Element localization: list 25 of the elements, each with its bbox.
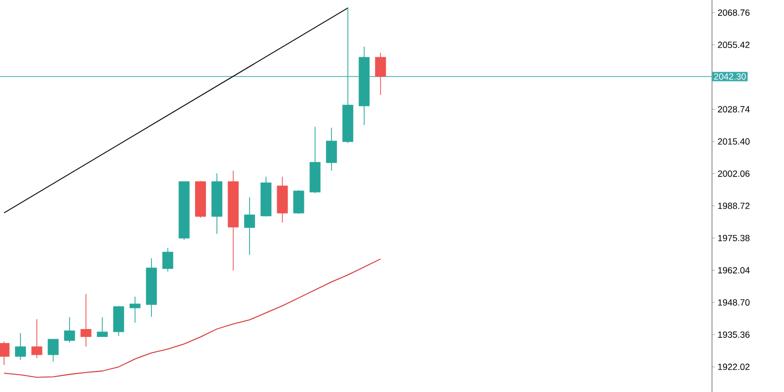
candlestick — [96, 316, 108, 338]
candlestick — [293, 190, 304, 214]
candlestick — [15, 332, 26, 360]
y-tick-label: 2055.42 — [718, 42, 750, 48]
candlestick — [80, 294, 92, 348]
candlestick — [244, 196, 256, 256]
candlestick — [326, 127, 337, 172]
candlestick — [375, 52, 386, 96]
candlestick — [64, 316, 75, 343]
y-tick-label: 2068.76 — [718, 9, 750, 16]
ref-line-label: 2042.30 — [714, 73, 746, 80]
y-tick-label: 2015.40 — [718, 138, 750, 145]
candlestick — [0, 341, 10, 366]
y-tick-label: 1988.72 — [718, 202, 750, 210]
candlestick — [130, 296, 140, 324]
y-tick-label: 1935.36 — [718, 331, 750, 338]
y-tick-label: 1948.70 — [718, 299, 750, 306]
y-tick-label: 1922.02 — [718, 364, 750, 370]
candlestick — [48, 338, 59, 362]
y-tick-label: 2002.06 — [718, 170, 750, 177]
candlestick — [162, 247, 174, 272]
y-tick-label: 2028.74 — [718, 106, 750, 112]
y-tick-label: 1962.04 — [718, 267, 750, 274]
y-tick-label: 1975.38 — [718, 234, 750, 242]
candlestick — [31, 318, 42, 359]
